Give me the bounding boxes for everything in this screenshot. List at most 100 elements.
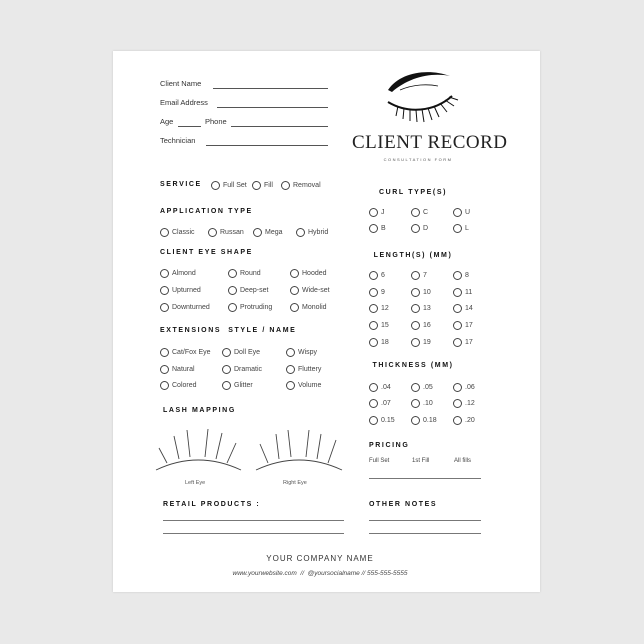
thickness-option[interactable]: .04 <box>369 383 391 392</box>
length-option[interactable]: 16 <box>411 321 431 330</box>
retail-line-2[interactable] <box>163 533 344 534</box>
radio-circle-icon[interactable] <box>453 224 462 233</box>
eye-shape-option[interactable]: Downturned <box>160 303 210 312</box>
extension-style-option[interactable]: Colored <box>160 381 197 390</box>
length-option[interactable]: 11 <box>453 288 472 297</box>
length-option[interactable]: 8 <box>453 271 469 280</box>
curl-type-option[interactable]: L <box>453 224 469 233</box>
application-type-option[interactable]: Mega <box>253 228 283 237</box>
retail-line-1[interactable] <box>163 520 344 521</box>
radio-circle-icon[interactable] <box>369 304 378 313</box>
length-option[interactable]: 18 <box>369 338 389 347</box>
radio-circle-icon[interactable] <box>281 181 290 190</box>
radio-circle-icon[interactable] <box>160 381 169 390</box>
extension-style-option[interactable]: Wispy <box>286 348 317 357</box>
extension-style-option[interactable]: Natural <box>160 365 195 374</box>
radio-circle-icon[interactable] <box>411 399 420 408</box>
radio-circle-icon[interactable] <box>369 416 378 425</box>
application-type-option[interactable]: Russan <box>208 228 244 237</box>
radio-circle-icon[interactable] <box>369 208 378 217</box>
curl-type-option[interactable]: D <box>411 224 428 233</box>
radio-circle-icon[interactable] <box>453 271 462 280</box>
email-field[interactable] <box>217 107 328 108</box>
service-option[interactable]: Removal <box>281 181 321 190</box>
eye-shape-option[interactable]: Monolid <box>290 303 327 312</box>
curl-type-option[interactable]: U <box>453 208 470 217</box>
radio-circle-icon[interactable] <box>453 416 462 425</box>
length-option[interactable]: 15 <box>369 321 389 330</box>
thickness-option[interactable]: .06 <box>453 383 475 392</box>
eye-shape-option[interactable]: Hooded <box>290 269 327 278</box>
length-option[interactable]: 13 <box>411 304 431 313</box>
application-type-option[interactable]: Hybrid <box>296 228 328 237</box>
thickness-option[interactable]: .05 <box>411 383 433 392</box>
radio-circle-icon[interactable] <box>222 365 231 374</box>
radio-circle-icon[interactable] <box>222 381 231 390</box>
length-option[interactable]: 9 <box>369 288 385 297</box>
client-name-field[interactable] <box>213 88 328 89</box>
radio-circle-icon[interactable] <box>160 269 169 278</box>
radio-circle-icon[interactable] <box>369 338 378 347</box>
technician-field[interactable] <box>206 145 328 146</box>
radio-circle-icon[interactable] <box>369 383 378 392</box>
radio-circle-icon[interactable] <box>411 271 420 280</box>
length-option[interactable]: 19 <box>411 338 431 347</box>
length-option[interactable]: 17 <box>453 338 473 347</box>
radio-circle-icon[interactable] <box>369 399 378 408</box>
radio-circle-icon[interactable] <box>160 303 169 312</box>
length-option[interactable]: 6 <box>369 271 385 280</box>
thickness-option[interactable]: 0.18 <box>411 416 437 425</box>
radio-circle-icon[interactable] <box>453 338 462 347</box>
length-option[interactable]: 17 <box>453 321 473 330</box>
thickness-option[interactable]: 0.15 <box>369 416 395 425</box>
thickness-option[interactable]: .20 <box>453 416 475 425</box>
radio-circle-icon[interactable] <box>160 286 169 295</box>
radio-circle-icon[interactable] <box>222 348 231 357</box>
curl-type-option[interactable]: C <box>411 208 428 217</box>
radio-circle-icon[interactable] <box>208 228 217 237</box>
extension-style-option[interactable]: Volume <box>286 381 321 390</box>
eye-shape-option[interactable]: Deep-set <box>228 286 268 295</box>
thickness-option[interactable]: .10 <box>411 399 433 408</box>
application-type-option[interactable]: Classic <box>160 228 195 237</box>
radio-circle-icon[interactable] <box>411 224 420 233</box>
radio-circle-icon[interactable] <box>369 288 378 297</box>
length-option[interactable]: 12 <box>369 304 389 313</box>
thickness-option[interactable]: .12 <box>453 399 475 408</box>
length-option[interactable]: 7 <box>411 271 427 280</box>
pricing-line[interactable] <box>369 478 481 479</box>
radio-circle-icon[interactable] <box>369 321 378 330</box>
radio-circle-icon[interactable] <box>453 288 462 297</box>
radio-circle-icon[interactable] <box>411 321 420 330</box>
radio-circle-icon[interactable] <box>252 181 261 190</box>
thickness-option[interactable]: .07 <box>369 399 391 408</box>
eye-shape-option[interactable]: Round <box>228 269 261 278</box>
radio-circle-icon[interactable] <box>253 228 262 237</box>
radio-circle-icon[interactable] <box>211 181 220 190</box>
radio-circle-icon[interactable] <box>411 304 420 313</box>
radio-circle-icon[interactable] <box>160 228 169 237</box>
curl-type-option[interactable]: B <box>369 224 386 233</box>
radio-circle-icon[interactable] <box>296 228 305 237</box>
radio-circle-icon[interactable] <box>290 303 299 312</box>
radio-circle-icon[interactable] <box>453 383 462 392</box>
curl-type-option[interactable]: J <box>369 208 385 217</box>
radio-circle-icon[interactable] <box>160 365 169 374</box>
eye-shape-option[interactable]: Almond <box>160 269 196 278</box>
phone-field[interactable] <box>231 126 328 127</box>
radio-circle-icon[interactable] <box>453 399 462 408</box>
age-field[interactable] <box>178 126 201 127</box>
radio-circle-icon[interactable] <box>369 224 378 233</box>
notes-line-1[interactable] <box>369 520 481 521</box>
radio-circle-icon[interactable] <box>228 286 237 295</box>
radio-circle-icon[interactable] <box>411 416 420 425</box>
extension-style-option[interactable]: Cat/Fox Eye <box>160 348 211 357</box>
eye-shape-option[interactable]: Wide-set <box>290 286 330 295</box>
radio-circle-icon[interactable] <box>411 383 420 392</box>
notes-line-2[interactable] <box>369 533 481 534</box>
radio-circle-icon[interactable] <box>411 338 420 347</box>
extension-style-option[interactable]: Glitter <box>222 381 253 390</box>
radio-circle-icon[interactable] <box>453 304 462 313</box>
radio-circle-icon[interactable] <box>160 348 169 357</box>
radio-circle-icon[interactable] <box>453 208 462 217</box>
